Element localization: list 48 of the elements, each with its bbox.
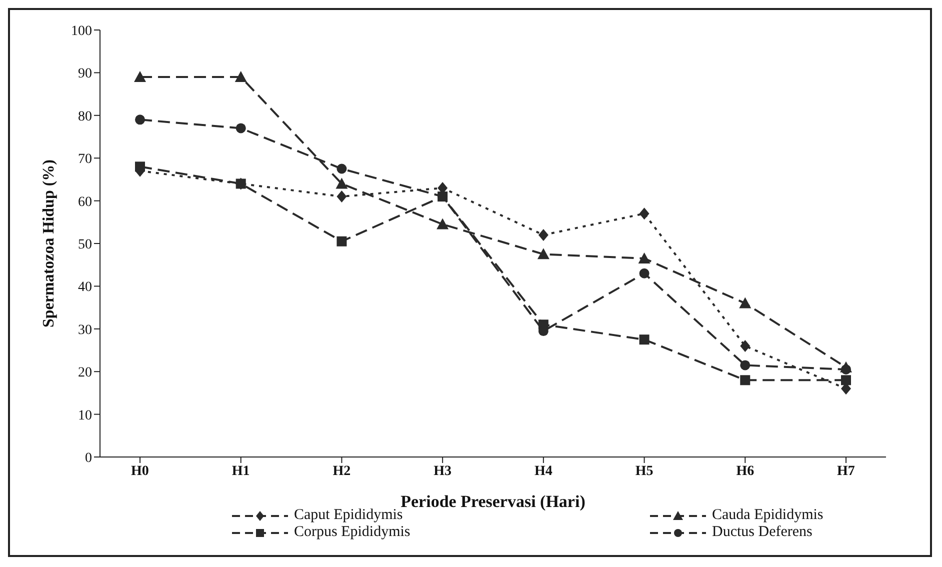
point xyxy=(537,248,550,260)
y-axis-title: Spermatozoa Hidup (%) xyxy=(40,160,58,328)
point xyxy=(135,162,145,172)
point xyxy=(739,297,752,308)
x-tick-label: H3 xyxy=(434,464,452,479)
point xyxy=(841,375,851,386)
point xyxy=(638,252,650,264)
point xyxy=(740,375,750,386)
legend-label: Ductus Deferens xyxy=(712,524,812,541)
point xyxy=(436,218,449,230)
point xyxy=(538,228,548,241)
point xyxy=(639,334,650,345)
point xyxy=(236,123,246,134)
point xyxy=(336,164,347,174)
y-tick-label: 100 xyxy=(71,24,92,39)
y-tick-label: 30 xyxy=(78,322,92,338)
x-tick-label: H5 xyxy=(635,464,654,479)
point xyxy=(336,190,347,203)
point xyxy=(234,70,247,82)
legend-label: Caput Epididymis xyxy=(294,507,403,524)
point xyxy=(639,268,650,278)
y-tick-label: 70 xyxy=(78,152,92,168)
x-tick-label: H4 xyxy=(534,464,552,479)
y-tick-label: 90 xyxy=(78,66,92,82)
y-tick-label: 80 xyxy=(78,109,92,124)
x-tick-label: H0 xyxy=(131,464,149,479)
y-tick-label: 20 xyxy=(78,366,92,381)
point xyxy=(135,114,145,125)
x-tick-label: H6 xyxy=(736,464,754,479)
point xyxy=(134,70,146,82)
point xyxy=(639,208,650,220)
y-tick-label: 40 xyxy=(78,280,92,296)
y-tick-label: 0 xyxy=(85,450,92,466)
point xyxy=(236,178,246,189)
y-tick-label: 10 xyxy=(78,408,92,424)
legend-label: Cauda Epididymis xyxy=(712,507,824,524)
x-axis-title: Periode Preservasi (Hari) xyxy=(400,492,586,511)
y-tick-label: 60 xyxy=(78,194,92,210)
x-tick-label: H7 xyxy=(837,464,855,479)
point xyxy=(336,178,348,189)
point xyxy=(740,360,750,370)
x-tick-label: H2 xyxy=(332,464,351,479)
y-tick-label: 50 xyxy=(78,237,92,252)
x-tick-label: H1 xyxy=(232,464,250,479)
point xyxy=(336,236,347,246)
legend-label: Corpus Epididymis xyxy=(294,524,410,541)
point xyxy=(740,340,750,352)
point xyxy=(841,364,851,374)
